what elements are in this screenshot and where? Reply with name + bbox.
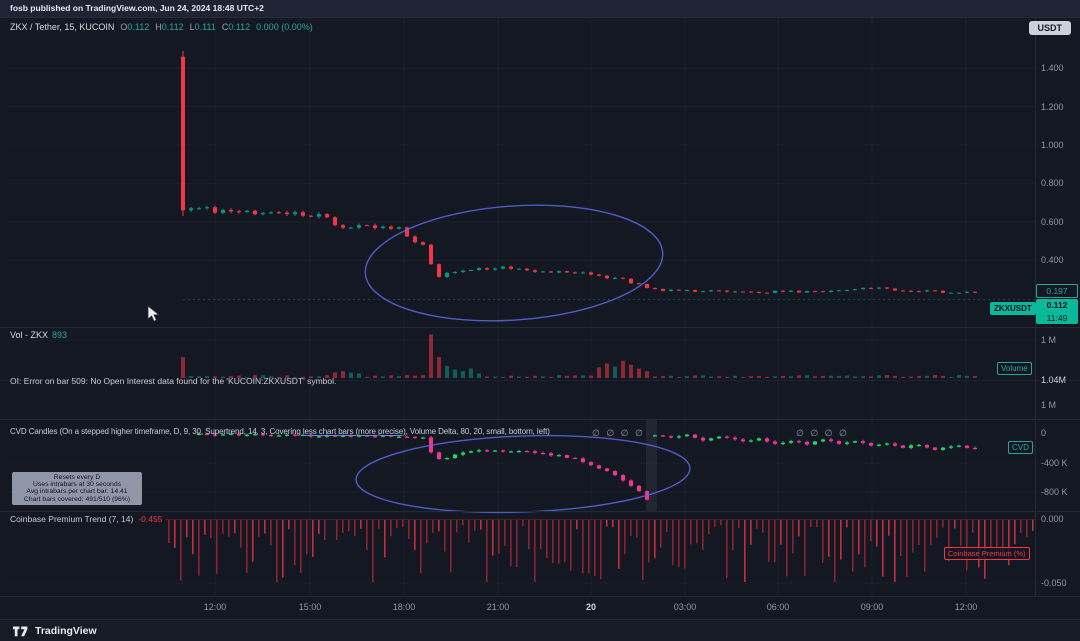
premium-indicator-value: -0.455: [138, 514, 163, 524]
cvd-reset-band: [646, 420, 657, 511]
symbol-legend[interactable]: ZKX / Tether, 15, KUCOIN O0.112 H0.112 L0.1…: [10, 22, 313, 32]
indicator-axis-label[interactable]: 1 M: [1041, 335, 1057, 345]
indicator-axis-label[interactable]: -800 K: [1041, 487, 1068, 497]
volume-indicator-value: 893: [52, 330, 68, 340]
cvd-tooltip-line: Uses intrabars at 30 seconds: [32, 481, 122, 489]
time-axis-label[interactable]: 21:00: [486, 602, 510, 612]
cvd-legend-link[interactable]: less chart bars (more precise): [302, 427, 406, 436]
time-axis-label[interactable]: 06:00: [766, 602, 790, 612]
indicator-axis-label[interactable]: 0.000: [1041, 514, 1064, 524]
time-axis-label[interactable]: 12:00: [203, 602, 227, 612]
cvd-tooltip: Resets every D Uses intrabars at 30 secon…: [12, 472, 142, 505]
cvd-indicator-legend[interactable]: CVD Candles (On a stepped higher timefra…: [10, 427, 550, 436]
time-axis-label[interactable]: 12:00: [954, 602, 978, 612]
pane-divider-1[interactable]: [0, 327, 1080, 328]
footer-brand[interactable]: TradingView: [35, 624, 97, 637]
publish-banner: fosb published on TradingView.com, Jun 2…: [0, 0, 1080, 18]
pane-divider-2[interactable]: [0, 380, 1080, 381]
price-candles: [181, 50, 977, 294]
cvd-candles: [197, 432, 977, 501]
countdown-price-label: 0.197: [1036, 284, 1078, 298]
ohlc-value: 0.112: [228, 22, 251, 32]
tradingview-logo-icon[interactable]: [12, 624, 29, 637]
publish-banner-text: fosb published on TradingView.com, Jun 2…: [10, 3, 264, 13]
footer-bar: TradingView: [0, 619, 1080, 641]
price-axis-label[interactable]: 1.200: [1041, 101, 1064, 112]
currency-toggle-button[interactable]: USDT: [1028, 21, 1071, 35]
last-price-value: 0.112: [1046, 300, 1068, 310]
time-axis-label[interactable]: 20: [585, 602, 597, 612]
ohlc-key: O: [120, 22, 128, 32]
price-axis-label[interactable]: 0.400: [1041, 255, 1064, 266]
time-axis-label[interactable]: 03:00: [673, 602, 697, 612]
premium-indicator-legend[interactable]: Coinbase Premium Trend (7, 14) -0.455: [10, 514, 162, 524]
pane-divider-4[interactable]: [0, 511, 1080, 512]
volume-bars: [181, 334, 977, 378]
premium-indicator-title[interactable]: Coinbase Premium Trend (7, 14): [10, 514, 134, 524]
symbol-title[interactable]: ZKX / Tether, 15, KUCOIN: [10, 22, 115, 32]
cvd-tooltip-line: Avg intrabars per chart bar: 14.41: [26, 488, 128, 496]
premium-axis-tag[interactable]: Coinbase Premium (%): [944, 547, 1030, 560]
indicator-axis-label[interactable]: 1.04M: [1041, 375, 1067, 385]
indicator-axis-label[interactable]: 1 M: [1041, 400, 1057, 410]
last-price-symbol-tag[interactable]: ZKXUSDT: [990, 302, 1036, 315]
cvd-empty-set-values-1: ∅ ∅ ∅ ∅: [592, 428, 643, 438]
annotation-ellipse-price[interactable]: [361, 196, 666, 331]
pane-divider-3[interactable]: [0, 419, 1080, 420]
price-axis-label[interactable]: 1.400: [1041, 63, 1064, 74]
volume-indicator-title[interactable]: Vol - ZKX: [10, 330, 49, 340]
price-axis-label[interactable]: 0.600: [1041, 216, 1064, 227]
premium-bars: [165, 519, 1035, 582]
ohlc-key: C: [221, 22, 229, 32]
cvd-empty-set-values-2: ∅ ∅ ∅ ∅: [796, 428, 847, 438]
ohlc-value: 0.111: [194, 22, 216, 32]
cvd-tooltip-line: Resets every D: [53, 474, 101, 481]
indicator-axis-label[interactable]: 0: [1041, 428, 1047, 438]
volume-axis-tag[interactable]: Volume: [997, 362, 1032, 375]
time-axis-label[interactable]: 09:00: [860, 602, 884, 612]
cvd-legend-post: , Volume Delta, 80, 20, small, bottom, l…: [405, 427, 550, 436]
indicator-axis-label[interactable]: -400 K: [1041, 458, 1068, 468]
price-axis-label[interactable]: 1.000: [1041, 140, 1064, 150]
volume-indicator-legend[interactable]: Vol - ZKX 893: [10, 330, 67, 340]
price-axis-label[interactable]: 0.800: [1041, 178, 1064, 189]
change-value: 0.000 (0.00%): [256, 22, 313, 32]
time-axis-label[interactable]: 15:00: [298, 602, 322, 612]
cvd-axis-tag[interactable]: CVD: [1008, 441, 1033, 454]
ohlc-values: O0.112 H0.112 L0.111 C0.112 0.000 (0.00%): [114, 22, 312, 32]
annotation-ellipse-cvd[interactable]: [355, 430, 691, 518]
last-price-label[interactable]: 0.112 11:49: [1036, 299, 1078, 324]
time-axis-label[interactable]: 18:00: [392, 602, 416, 612]
cvd-tooltip-line: Chart bars covered: 491/510 (96%): [23, 495, 131, 503]
time-axis-border: [0, 596, 1080, 597]
ohlc-value: 0.112: [161, 22, 184, 32]
cvd-legend-pre: CVD Candles (On a stepped higher timefra…: [10, 427, 303, 436]
ohlc-value: 0.112: [127, 22, 150, 32]
ohlc-key: L: [189, 22, 195, 32]
indicator-axis-label[interactable]: -0.050: [1041, 578, 1067, 588]
bar-countdown: 11:49: [1046, 313, 1068, 323]
ohlc-key: H: [155, 22, 162, 32]
oi-error-message: OI: Error on bar 509: No Open Interest d…: [10, 376, 337, 386]
mouse-cursor-icon: [147, 305, 160, 322]
